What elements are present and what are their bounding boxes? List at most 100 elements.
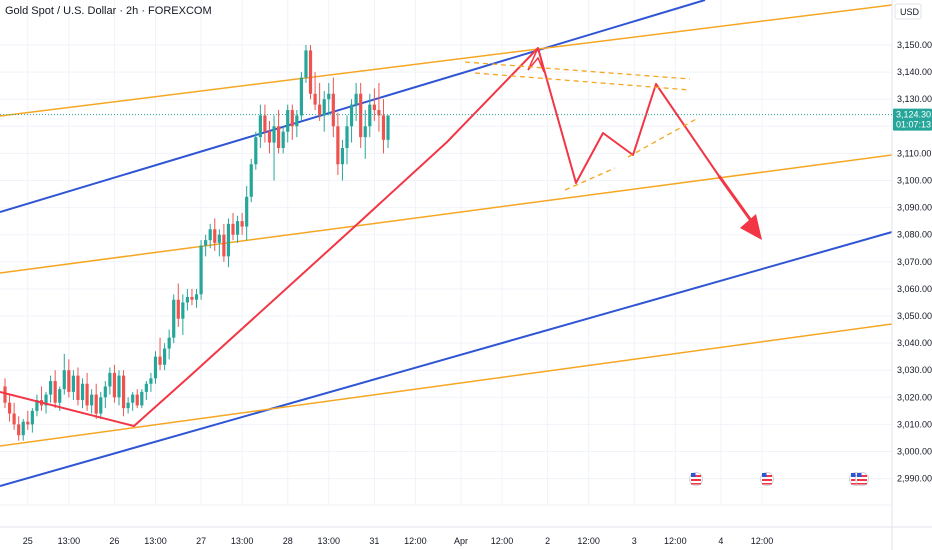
candle-body [67,370,71,392]
candle-body [263,115,267,132]
trend-line [0,323,893,447]
flag-stripe [691,483,701,485]
time-tick-label: 25 [23,536,33,546]
time-tick-label: 13:00 [58,536,81,546]
candle-body [267,131,272,143]
candle-body [49,381,53,395]
time-tick-label: 4 [718,536,723,546]
flag-stripe [691,475,701,477]
time-tick-label: 13:00 [144,536,167,546]
candle-body [327,93,331,100]
candle-body [12,413,16,425]
candle-body [121,375,126,409]
candle-body [158,356,162,365]
economic-events[interactable] [689,472,869,486]
flag-canton [857,473,862,477]
candle-body [340,147,345,165]
price-tick-label: 3,050.00 [897,311,932,321]
candle-body [240,221,244,227]
candle-body [103,386,107,398]
time-tick-label: 13:00 [317,536,340,546]
time-tick-label: 12:00 [577,536,600,546]
trend-lines [0,0,893,487]
candle-body [386,115,390,140]
candle-body [299,77,303,116]
candle-body [331,93,335,127]
flag-stripe [857,479,867,481]
candle-body [272,126,276,143]
price-tick-label: 3,010.00 [897,419,932,429]
candle-body [126,402,130,409]
candle-body [194,294,199,300]
candle-body [368,104,372,127]
candle-body [208,229,212,241]
candle-body [372,104,376,111]
candle-body [30,410,34,425]
price-axis-labels[interactable]: 3,150.003,140.003,130.003,120.003,110.00… [897,40,932,484]
candle-body [140,391,144,406]
price-tick-label: 3,080.00 [897,230,932,240]
candle-body [131,394,135,403]
time-axis-labels[interactable]: 12:00 25 13:00 26 13:00 27 13:00 28 13:00 31 12:00… [0,536,773,546]
candle-body [44,394,48,406]
price-tick-label: 3,030.00 [897,365,932,375]
bar-countdown: 01:07:13 [896,120,931,130]
flag-stripe [762,479,772,481]
candle-body [313,93,317,105]
us-flag-icon [689,472,703,486]
candle-body [90,394,94,406]
current-price-value: 3,124.30 [896,110,931,120]
candle-body [53,381,57,403]
forecast-arrow-shaft [717,175,754,223]
candle-body [290,110,294,127]
candle-body [117,375,121,398]
candle-body [322,99,326,116]
time-tick-label: 12:00 [664,536,687,546]
flag-canton [691,473,696,477]
time-tick-label: Apr [454,536,468,546]
candle-body [359,93,363,138]
candle-body [181,302,185,319]
candle-body [304,50,308,78]
time-tick-label: 3 [632,536,637,546]
price-tick-label: 3,000.00 [897,447,932,457]
candle-body [245,196,249,227]
candle-body [85,383,89,406]
candle-body [108,372,112,387]
candle-body [185,297,189,303]
currency-label: USD [900,7,920,17]
forecast-arrow-head [740,214,762,240]
us-flag-icon [855,472,869,486]
candle-body [363,126,367,138]
price-tick-label: 3,020.00 [897,392,932,402]
currency-button[interactable] [894,3,922,20]
trend-line [0,231,893,487]
candle-body [235,221,240,235]
candle-body [213,229,217,243]
symbol-title[interactable]: Gold Spot / U.S. Dollar · 2h · FOREXCOM [5,5,212,17]
time-tick-label: 26 [109,536,119,546]
candle-body [76,375,80,401]
candle-body [381,115,386,140]
time-tick-label: 27 [196,536,206,546]
dashed-line [564,167,616,191]
candle-body [199,245,203,295]
price-tick-label: 2,990.00 [897,474,932,484]
candle-body [254,137,258,165]
price-tick-label: 3,130.00 [897,94,932,104]
candle-body [153,356,158,379]
candle-body [336,126,340,165]
time-tick-label: 31 [369,536,379,546]
candle-body [144,383,148,392]
candle-body [21,421,25,436]
us-flag-icon [760,472,774,486]
flag-canton [851,473,856,477]
candle-body [318,104,322,116]
candle-body [62,370,66,390]
candle-body [135,394,139,406]
dashed-line [627,117,699,158]
price-tick-label: 3,100.00 [897,176,932,186]
time-tick-label: 12:00 [751,536,774,546]
candle-body [222,234,226,257]
